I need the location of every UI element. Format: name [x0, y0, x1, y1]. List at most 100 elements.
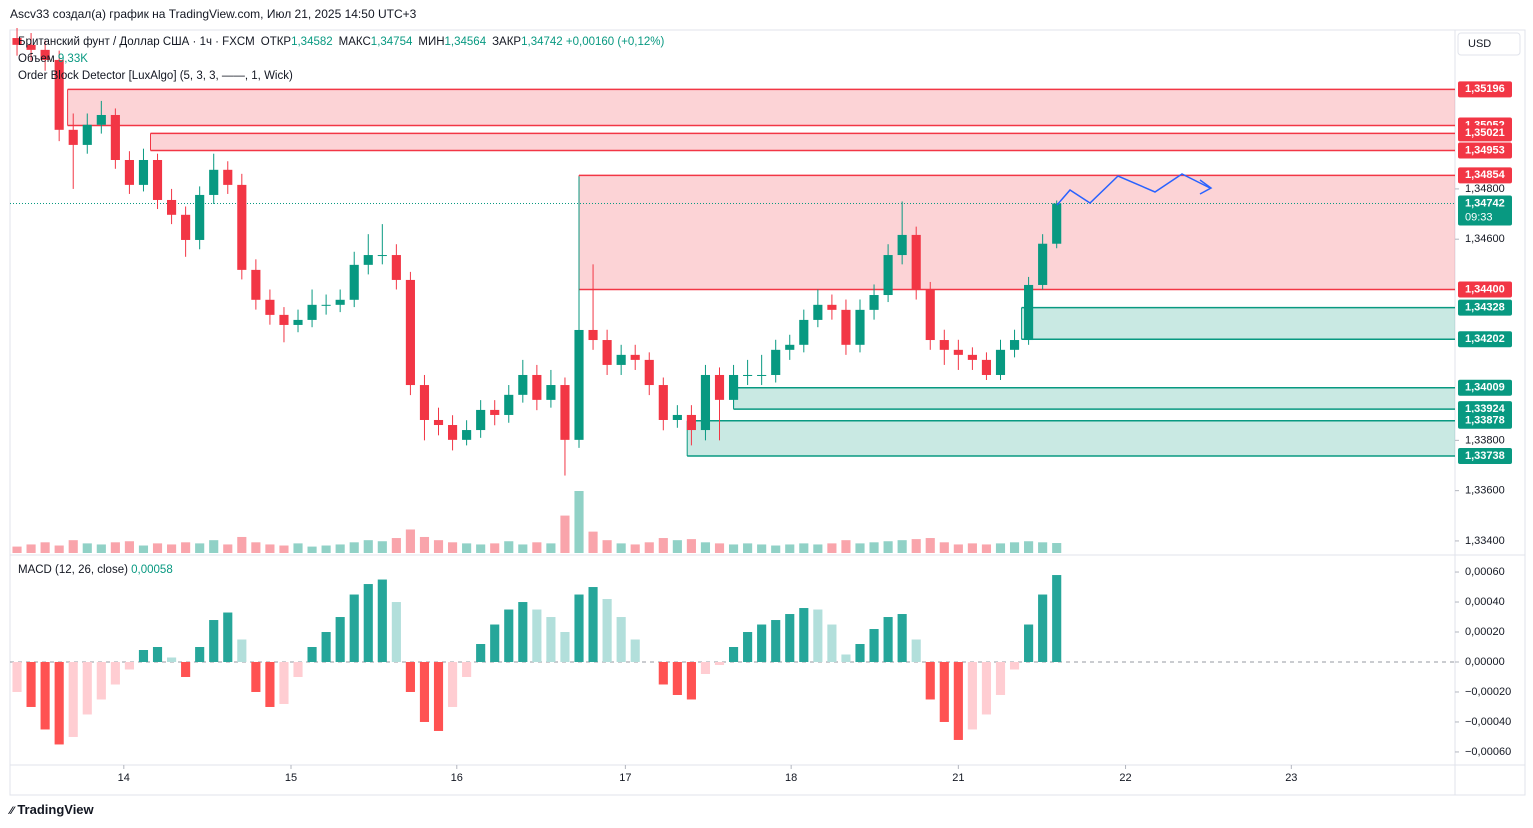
macd-bar: [223, 612, 233, 662]
macd-bar: [925, 661, 935, 700]
candle-body: [68, 129, 78, 145]
candle-body: [167, 199, 177, 215]
candle-body: [658, 385, 668, 420]
macd-bar: [490, 624, 500, 662]
candle-body: [12, 38, 22, 45]
candle-body: [574, 329, 584, 440]
volume-bar: [841, 540, 851, 553]
volume-bar: [349, 542, 359, 553]
ohlc-label: МАКС: [338, 36, 371, 48]
candle-body: [967, 354, 977, 360]
volume-bar: [476, 544, 486, 553]
volume-bar: [813, 544, 823, 553]
macd-bar: [813, 609, 823, 662]
macd-bar: [321, 632, 331, 662]
candle-body: [771, 349, 781, 375]
candle-body: [377, 255, 387, 257]
volume-bar: [54, 545, 64, 553]
macd-bar: [462, 661, 472, 677]
price-label-box: [1458, 167, 1512, 184]
candle-body: [419, 385, 430, 420]
macd-bar: [869, 629, 879, 662]
volume-bar: [307, 546, 317, 553]
volume-bar: [504, 541, 514, 553]
price-label: 1,33738: [1465, 450, 1505, 462]
macd-bar: [335, 617, 345, 662]
macd-legend: MACD (12, 26, close) 0,00058: [18, 564, 173, 576]
macd-bar: [658, 661, 668, 685]
macd-bar: [279, 661, 289, 704]
volume-bar: [630, 544, 640, 553]
x-tick-label: 16: [451, 772, 463, 784]
change: +0,00160 (+0,12%): [565, 36, 665, 48]
projection-arrow: [1056, 173, 1211, 206]
candle-body: [644, 359, 654, 386]
macd-bar: [167, 657, 177, 662]
macd-bar: [377, 579, 387, 662]
macd-bar: [714, 661, 725, 665]
macd-value: 0,00058: [131, 564, 173, 576]
volume-bar: [1052, 543, 1062, 553]
volume-bar: [855, 543, 865, 553]
macd-bar: [54, 661, 64, 745]
macd-bar: [574, 594, 584, 662]
volume-bar: [490, 543, 500, 553]
macd-bar: [616, 617, 626, 662]
order-block: [67, 89, 1456, 126]
macd-bar: [195, 647, 205, 662]
ohlc-label: МИН: [418, 36, 445, 48]
candle-body: [869, 295, 879, 310]
macd-bar: [1038, 594, 1048, 662]
price-label-box: [1458, 447, 1512, 464]
volume-bar: [96, 544, 106, 553]
macd-bar: [1052, 575, 1062, 662]
volume-bar: [124, 541, 134, 553]
macd-bar: [181, 661, 191, 677]
volume-bar: [728, 544, 739, 553]
candle-body: [630, 354, 640, 360]
candle-body: [405, 279, 415, 386]
macd-bar: [349, 594, 359, 662]
volume-bar: [1009, 542, 1020, 553]
macd-bar: [728, 647, 739, 662]
price-label-box: [1458, 379, 1512, 396]
candle-body: [251, 269, 261, 300]
price-label-box: [1458, 299, 1512, 316]
price-label-box: [1458, 81, 1512, 98]
volume-bar: [616, 543, 626, 553]
logo-text: TradingView: [17, 802, 94, 817]
volume-bar: [167, 544, 177, 553]
macd-tick-label: 0,00040: [1465, 596, 1505, 608]
candle-body: [1024, 284, 1034, 341]
volume-bar: [574, 491, 584, 553]
macd-bar: [518, 602, 528, 662]
candle-body: [138, 159, 149, 185]
candle-body: [897, 234, 907, 256]
volume-bar: [447, 542, 458, 553]
x-tick-label: 22: [1119, 772, 1131, 784]
order-block: [687, 420, 1455, 456]
macd-bar: [602, 599, 612, 662]
macd-bar: [799, 608, 809, 662]
candle-body: [616, 354, 626, 365]
volume-bar: [462, 543, 472, 553]
candle-body: [1009, 340, 1020, 350]
volume-bar: [602, 540, 612, 553]
candle-body: [686, 414, 696, 431]
macd-bar: [293, 661, 303, 677]
volume-bar: [1038, 542, 1048, 553]
currency-button[interactable]: [1457, 32, 1521, 56]
volume-bar: [110, 542, 120, 553]
candle-body: [265, 299, 275, 315]
macd-bar: [841, 654, 851, 662]
candle-body: [995, 349, 1006, 375]
macd-tick-label: 0,00060: [1465, 566, 1505, 578]
candle-body: [588, 329, 598, 341]
price-label-box: [1458, 331, 1512, 348]
order-block: [1021, 307, 1455, 340]
candle-body: [279, 314, 289, 325]
volume-bar: [335, 544, 345, 553]
macd-bar: [237, 639, 247, 662]
y-tick-label: 1,33800: [1465, 434, 1505, 446]
